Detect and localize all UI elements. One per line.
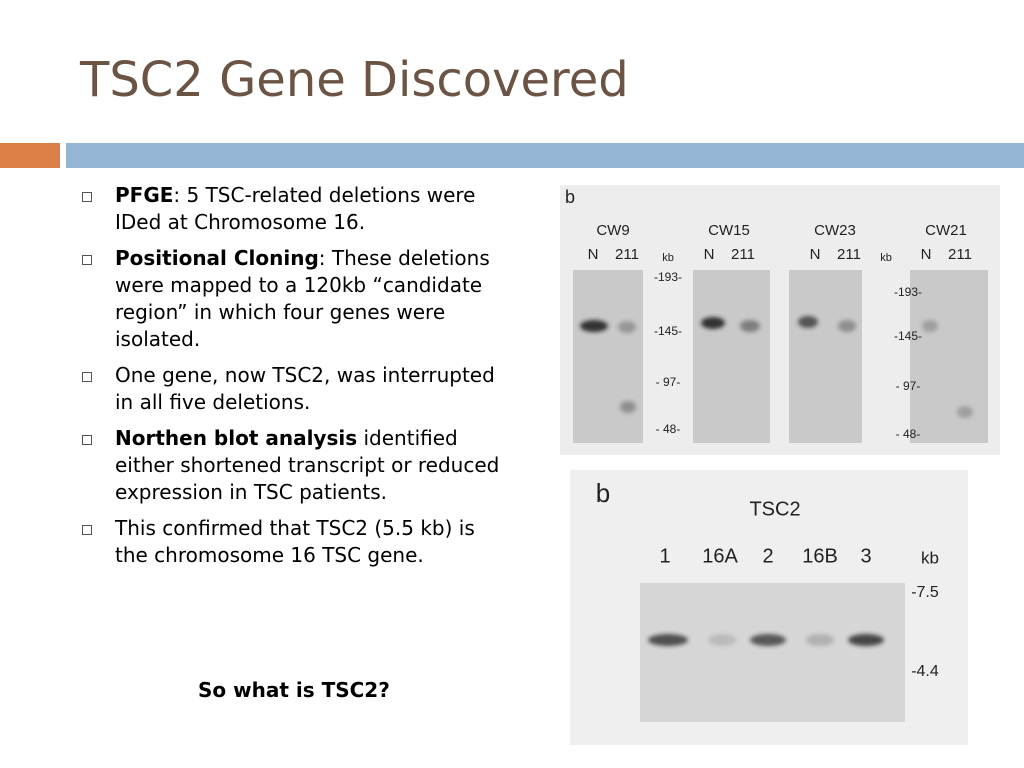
footer-question: So what is TSC2? xyxy=(198,678,390,702)
bullet: This confirmed that TSC2 (5.5 kb) is the… xyxy=(80,515,500,569)
bullet-box xyxy=(82,192,92,202)
figures: b CW9 N 211 CW15 N 211 CW23 N 211 CW21 N 211 kb kb -193… xyxy=(560,185,1000,745)
bullet: PFGE: 5 TSC-related deletions were IDed … xyxy=(80,182,500,236)
bullet-text: One gene, now TSC2, was interrupted in a… xyxy=(115,363,495,414)
blot-strip xyxy=(573,270,643,443)
slide-title: TSC2 Gene Discovered xyxy=(80,52,629,108)
unit-label: kb xyxy=(921,548,939,567)
lane-label: N xyxy=(810,246,821,263)
bullet-box xyxy=(82,435,92,445)
band xyxy=(648,634,688,646)
marker-label: -4.4 xyxy=(911,663,939,680)
blot-strip xyxy=(693,270,770,443)
blot-strip xyxy=(789,270,862,443)
bullet-text: : 5 TSC-related deletions were IDed at C… xyxy=(115,183,476,234)
lane-label: 16A xyxy=(702,545,738,567)
lane-label: 211 xyxy=(948,246,972,263)
marker-label: -145- xyxy=(654,324,682,338)
band xyxy=(922,320,938,332)
bullet-bold: Northen blot analysis xyxy=(115,426,358,450)
lane-label: N xyxy=(704,246,715,263)
marker-label: -193- xyxy=(654,270,682,284)
lane-label: 211 xyxy=(615,246,639,263)
lane-name: CW23 xyxy=(814,222,856,239)
header-bar xyxy=(66,143,1024,168)
band xyxy=(750,634,786,646)
lane-label: 3 xyxy=(860,545,871,567)
lane-label: 2 xyxy=(762,545,773,567)
marker-label: -145- xyxy=(894,329,922,343)
gene-label: TSC2 xyxy=(749,498,800,520)
marker-label: - 48- xyxy=(656,422,681,436)
bullet-bold: Positional Cloning xyxy=(115,246,319,270)
marker-label: - 97- xyxy=(656,375,681,389)
lane-label: N xyxy=(588,246,599,263)
bullet-box xyxy=(82,525,92,535)
lane-name: CW21 xyxy=(925,222,967,239)
band xyxy=(580,320,608,332)
lane-name: CW9 xyxy=(596,222,629,239)
lane-label: 1 xyxy=(659,545,670,567)
unit-label: kb xyxy=(662,252,674,264)
blot xyxy=(640,583,905,722)
band xyxy=(620,401,636,413)
lane-label: 16B xyxy=(802,545,838,567)
lane-label: 211 xyxy=(731,246,755,263)
band xyxy=(957,406,973,418)
band xyxy=(838,320,856,332)
band xyxy=(740,320,760,332)
bullet-bold: PFGE xyxy=(115,183,174,207)
bullet-text: identified either shortened transcript o… xyxy=(115,426,500,504)
marker-label: - 48- xyxy=(896,427,921,441)
band xyxy=(708,634,736,646)
bullet: One gene, now TSC2, was interrupted in a… xyxy=(80,362,500,416)
panel-label: b xyxy=(565,187,575,207)
bullet: Northen blot analysis identified either … xyxy=(80,425,500,506)
marker-label: -7.5 xyxy=(911,584,939,601)
blot-strip xyxy=(910,270,988,443)
band xyxy=(848,634,884,646)
accent-bar xyxy=(0,143,60,168)
band xyxy=(701,317,725,329)
lane-label: N xyxy=(921,246,932,263)
lane-name: CW15 xyxy=(708,222,750,239)
bullet-text: : These deletions were mapped to a 120kb… xyxy=(115,246,490,351)
lane-label: 211 xyxy=(837,246,861,263)
band xyxy=(618,321,636,333)
marker-label: -193- xyxy=(894,285,922,299)
band xyxy=(806,634,834,646)
bullet-text: This confirmed that TSC2 (5.5 kb) is the… xyxy=(115,516,475,567)
unit-label: kb xyxy=(880,252,892,264)
bullet: Positional Cloning: These deletions were… xyxy=(80,245,500,353)
band xyxy=(798,316,818,328)
bullet-box xyxy=(82,372,92,382)
bullet-box xyxy=(82,255,92,265)
bullet-list: PFGE: 5 TSC-related deletions were IDed … xyxy=(80,182,500,578)
panel-label: b xyxy=(596,478,610,508)
marker-label: - 97- xyxy=(896,379,921,393)
